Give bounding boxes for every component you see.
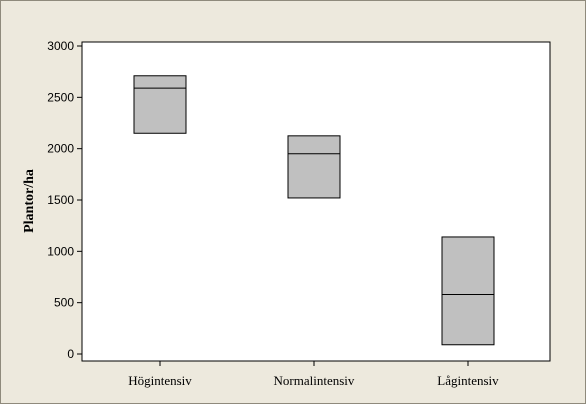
x-tick-label: Högintensiv bbox=[128, 373, 192, 388]
y-tick-label: 0 bbox=[67, 347, 74, 361]
y-tick-label: 2000 bbox=[47, 142, 74, 156]
y-tick-label: 1000 bbox=[47, 244, 74, 258]
box-3 bbox=[441, 236, 495, 346]
y-tick-label: 3000 bbox=[47, 39, 74, 53]
x-tick-label: Normalintensiv bbox=[274, 373, 355, 388]
x-axis: Högintensiv Normalintensiv Lågintensiv bbox=[128, 361, 499, 388]
box-1 bbox=[133, 75, 187, 134]
y-axis-label: Plantor/ha bbox=[22, 169, 37, 233]
y-axis: 0 500 1000 1500 2000 2500 3000 bbox=[47, 39, 82, 361]
box-rect bbox=[441, 236, 495, 346]
y-tick-label: 500 bbox=[54, 296, 74, 310]
y-tick-label: 1500 bbox=[47, 193, 74, 207]
box-rect bbox=[133, 75, 187, 134]
boxes bbox=[133, 75, 495, 346]
box-rect bbox=[287, 135, 341, 199]
y-tick-label: 2500 bbox=[47, 90, 74, 104]
x-tick-label: Lågintensiv bbox=[437, 373, 499, 388]
box-2 bbox=[287, 135, 341, 199]
